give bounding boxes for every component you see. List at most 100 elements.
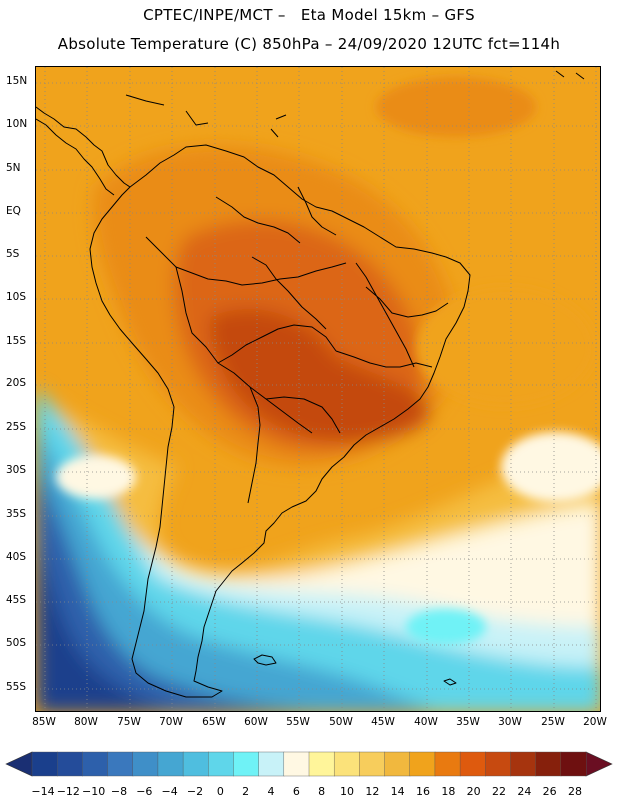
field-cream-east [501, 432, 600, 502]
colorbar-segment [283, 751, 310, 777]
colorbar-segment [82, 751, 109, 777]
lat-label-10n: 10N [6, 118, 28, 130]
colorbar-right-arrow [585, 751, 613, 777]
colorbar-segment [157, 751, 184, 777]
lon-label-45w: 45W [371, 716, 395, 728]
lon-label-80w: 80W [74, 716, 98, 728]
colorbar-segment [359, 751, 386, 777]
colorbar-tick-label: −12 [57, 785, 80, 798]
lon-label-20w: 20W [583, 716, 607, 728]
colorbar-segment [434, 751, 461, 777]
field-cyan-patch [406, 609, 486, 645]
colorbar-left-arrow [5, 751, 33, 777]
colorbar-segment [535, 751, 562, 777]
colorbar-tick-label: 22 [492, 785, 506, 798]
colorbar-tick-label: −2 [187, 785, 203, 798]
lat-label-55s: 55S [6, 681, 27, 693]
colorbar-tick-label: −6 [136, 785, 152, 798]
colorbar-segment [560, 751, 587, 777]
lon-label-30w: 30W [498, 716, 522, 728]
temperature-map [35, 66, 601, 712]
colorbar-segment [31, 751, 58, 777]
colorbar-labels: −14 −12 −10 −8 −6 −4 −2 0 2 4 6 8 10 12 14 16 18 20 22 24 26… [31, 785, 582, 798]
lon-label-25w: 25W [541, 716, 565, 728]
colorbar-tick-label: −10 [82, 785, 105, 798]
colorbar-tick-label: 26 [543, 785, 557, 798]
central-america-coastline [36, 106, 131, 188]
lat-label-15s: 15S [6, 335, 27, 347]
map-canvas [36, 67, 600, 711]
colorbar-tick-label: 8 [318, 785, 325, 798]
lat-label-10s: 10S [6, 291, 27, 303]
lat-label-15n: 15N [6, 75, 28, 87]
colorbar-segment [182, 751, 209, 777]
lat-label-25s: 25S [6, 421, 27, 433]
colorbar-segment [459, 751, 486, 777]
colorbar-tick-label: −14 [31, 785, 54, 798]
field-amber-ne-ocean [416, 287, 596, 407]
chart-title-line1: CPTEC/INPE/MCT – Eta Model 15km – GFS [143, 6, 475, 24]
colorbar-segment [132, 751, 159, 777]
coastlines [36, 70, 585, 698]
colorbar-segment [258, 751, 285, 777]
field-warm-core [209, 309, 431, 442]
caribbean-islands [125, 70, 585, 138]
lon-label-70w: 70W [159, 716, 183, 728]
lon-label-50w: 50W [329, 716, 353, 728]
colorbar-tick-label: 12 [365, 785, 379, 798]
colorbar-segment [485, 751, 512, 777]
south-georgia [443, 678, 457, 686]
central-america-pacific-coast [36, 118, 115, 196]
colorbar-tick-label: 10 [340, 785, 354, 798]
field-deep-blue [36, 537, 171, 711]
colorbar-segment [233, 751, 260, 777]
colorbar-tick-label: 18 [441, 785, 455, 798]
colorbar-segment [56, 751, 83, 777]
colorbar-tick-label: 14 [391, 785, 405, 798]
lon-label-85w: 85W [32, 716, 56, 728]
lat-label-5n: 5N [6, 162, 21, 174]
lon-label-35w: 35W [456, 716, 480, 728]
colorbar-tick-label: −8 [111, 785, 127, 798]
colorbar-tick-label: 24 [517, 785, 531, 798]
south-america-coastline [89, 144, 471, 698]
colorbar-segment [409, 751, 436, 777]
chart-title-line2: Absolute Temperature (C) 850hPa – 24/09/… [57, 35, 561, 53]
lon-label-65w: 65W [202, 716, 226, 728]
lon-label-60w: 60W [244, 716, 268, 728]
country-borders [145, 186, 449, 504]
colorbar-segment [384, 751, 411, 777]
lat-label-40s: 40S [6, 551, 27, 563]
lat-label-eq: EQ [6, 205, 21, 217]
colorbar-segment [107, 751, 134, 777]
colorbar-segment [208, 751, 235, 777]
lat-label-35s: 35S [6, 508, 27, 520]
colorbar: −14 −12 −10 −8 −6 −4 −2 0 2 4 6 8 10 12 14 16 18 20 22 24 26… [5, 751, 613, 798]
colorbar-tick-label: 2 [242, 785, 249, 798]
field-light-blue [36, 427, 433, 711]
colorbar-tick-label: −4 [162, 785, 178, 798]
colorbar-tick-label: 20 [467, 785, 481, 798]
colorbar-segment [333, 751, 360, 777]
field-pale-southwest [56, 455, 136, 499]
colorbar-segment [308, 751, 335, 777]
lon-label-40w: 40W [414, 716, 438, 728]
lat-label-45s: 45S [6, 594, 27, 606]
lon-label-75w: 75W [117, 716, 141, 728]
falkland-islands [253, 654, 277, 666]
lat-label-20s: 20S [6, 377, 27, 389]
field-orange-nw [376, 77, 536, 137]
lat-label-5s: 5S [6, 248, 20, 260]
colorbar-tick-label: 4 [268, 785, 275, 798]
colorbar-tick-label: 16 [416, 785, 430, 798]
colorbar-tick-label: 0 [217, 785, 224, 798]
colorbar-tick-label: 6 [293, 785, 300, 798]
field-details [56, 77, 600, 645]
lat-label-50s: 50S [6, 637, 27, 649]
colorbar-tick-label: 28 [568, 785, 582, 798]
colorbar-segments [31, 751, 587, 777]
lon-label-55w: 55W [286, 716, 310, 728]
lat-label-30s: 30S [6, 464, 27, 476]
field-blue [36, 467, 301, 711]
colorbar-segment [510, 751, 537, 777]
